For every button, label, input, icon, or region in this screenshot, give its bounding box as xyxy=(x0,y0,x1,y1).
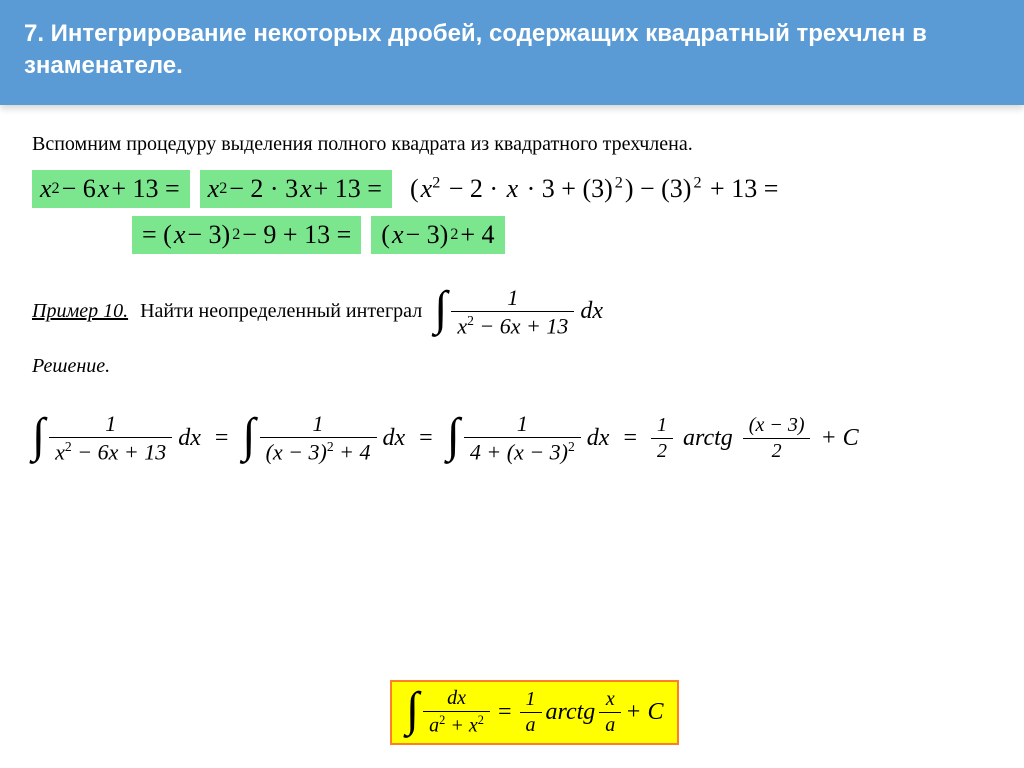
derivation-line-2: = (x − 3)2 − 9 + 13 = (x − 3)2 + 4 xyxy=(132,216,992,254)
integral-sign-icon: ∫ xyxy=(447,417,460,455)
plus-c: + C xyxy=(820,425,858,452)
example-text: Найти неопределенный интеграл xyxy=(140,300,422,323)
solution-label: Решение. xyxy=(32,355,992,378)
coef: 1 2 xyxy=(651,415,673,462)
step2: ∫ 1 (x − 3)2 + 4 dx xyxy=(242,412,405,464)
step3: ∫ 1 4 + (x − 3)2 dx xyxy=(447,412,610,464)
integral-sign-icon: ∫ xyxy=(242,417,255,455)
deriv-seg: (x2 − 2 · x · 3 + (3)2) − (3)2 + 13 = xyxy=(402,170,786,208)
arctg-arg: (x − 3) 2 xyxy=(743,415,811,462)
slide-body: Вспомним процедуру выделения полного ква… xyxy=(0,105,1024,464)
arctg-label: arctg xyxy=(683,425,733,452)
example-label: Пример 10. xyxy=(32,300,128,323)
deriv-seg: (x − 3)2 + 4 xyxy=(371,216,504,254)
slide-title: 7. Интегрирование некоторых дробей, соде… xyxy=(24,18,1000,83)
deriv-seg: = (x − 3)2 − 9 + 13 = xyxy=(132,216,361,254)
intro-text: Вспомним процедуру выделения полного ква… xyxy=(32,133,992,156)
deriv-seg: x2 − 6x + 13 = xyxy=(32,170,190,208)
example-row: Пример 10. Найти неопределенный интеграл… xyxy=(32,286,992,338)
reference-formula: ∫ dx a2 + x2 = 1 a arctg x a + C xyxy=(390,680,679,745)
integral-sign-icon: ∫ xyxy=(406,691,419,729)
slide-header: 7. Интегрирование некоторых дробей, соде… xyxy=(0,0,1024,105)
step1: ∫ 1 x2 − 6x + 13 dx xyxy=(32,412,201,464)
solution-chain: ∫ 1 x2 − 6x + 13 dx = ∫ 1 (x − 3)2 + 4 d… xyxy=(32,412,992,464)
example-integral: ∫ 1 x2 − 6x + 13 dx xyxy=(434,286,603,338)
derivation-line-1: x2 − 6x + 13 = x2 − 2 · 3 x + 13 = (x2 −… xyxy=(32,170,992,208)
deriv-seg: x2 − 2 · 3 x + 13 = xyxy=(200,170,392,208)
fraction: 1 x2 − 6x + 13 xyxy=(451,286,574,338)
integral-sign-icon: ∫ xyxy=(434,290,447,328)
integral-sign-icon: ∫ xyxy=(32,417,45,455)
